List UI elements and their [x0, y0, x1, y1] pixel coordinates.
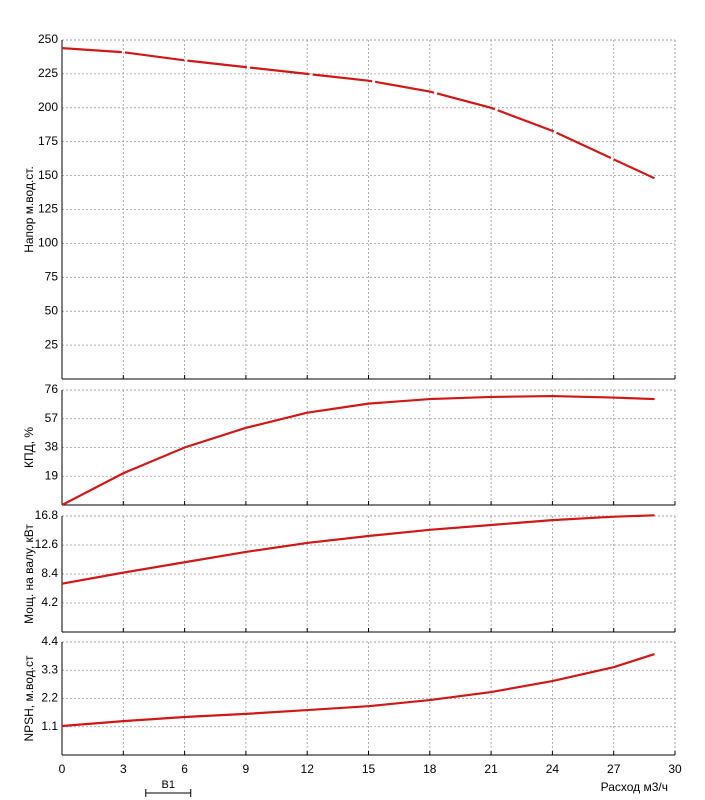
y-tick-label: 38	[45, 440, 59, 454]
y-axis-label: Напор м.вод.ст.	[22, 166, 36, 253]
y-axis-label: Мощ. на валу, кВт	[22, 524, 36, 624]
x-tick-label: 0	[59, 762, 66, 776]
y-tick-label: 200	[38, 100, 58, 114]
series-line	[61, 394, 655, 506]
y-tick-label: 225	[38, 66, 58, 80]
y-tick-label: 19	[45, 468, 59, 482]
y-axis-label: КПД, %	[22, 427, 36, 468]
x-tick-label: 12	[301, 762, 315, 776]
x-tick-label: 9	[243, 762, 250, 776]
x-tick-label: 24	[546, 762, 560, 776]
y-tick-label: 50	[45, 303, 59, 317]
y-tick-label: 150	[38, 168, 58, 182]
y-tick-label: 76	[45, 382, 59, 396]
y-tick-label: 57	[45, 411, 59, 425]
y-tick-label: 175	[38, 134, 58, 148]
x-tick-label: 27	[607, 762, 621, 776]
series-line	[61, 514, 655, 585]
x-axis-label: Расход м3/ч	[601, 780, 668, 794]
y-axis-label: NPSH, м.вод.ст	[22, 655, 36, 742]
x-tick-label: 6	[181, 762, 188, 776]
y-tick-label: 2.2	[41, 691, 58, 705]
y-tick-label: 100	[38, 236, 58, 250]
y-tick-label: 12.6	[35, 537, 59, 551]
y-tick-label: 25	[45, 337, 59, 351]
x-tick-label: 30	[668, 762, 682, 776]
x-tick-label: 21	[484, 762, 498, 776]
y-tick-label: 1.1	[41, 719, 58, 733]
y-tick-label: 4.2	[41, 595, 58, 609]
x-tick-label: 3	[120, 762, 127, 776]
y-tick-label: 250	[38, 32, 58, 46]
y-tick-label: 4.4	[41, 634, 58, 648]
series-line	[61, 47, 656, 180]
series-line	[61, 653, 655, 728]
y-tick-label: 75	[45, 269, 59, 283]
y-tick-label: 8.4	[41, 566, 58, 580]
y-tick-label: 3.3	[41, 662, 58, 676]
x-tick-label: 18	[423, 762, 437, 776]
x-tick-label: 15	[362, 762, 376, 776]
y-tick-label: 16.8	[35, 508, 59, 522]
y-tick-label: 125	[38, 202, 58, 216]
range-marker-label: B1	[162, 779, 175, 791]
